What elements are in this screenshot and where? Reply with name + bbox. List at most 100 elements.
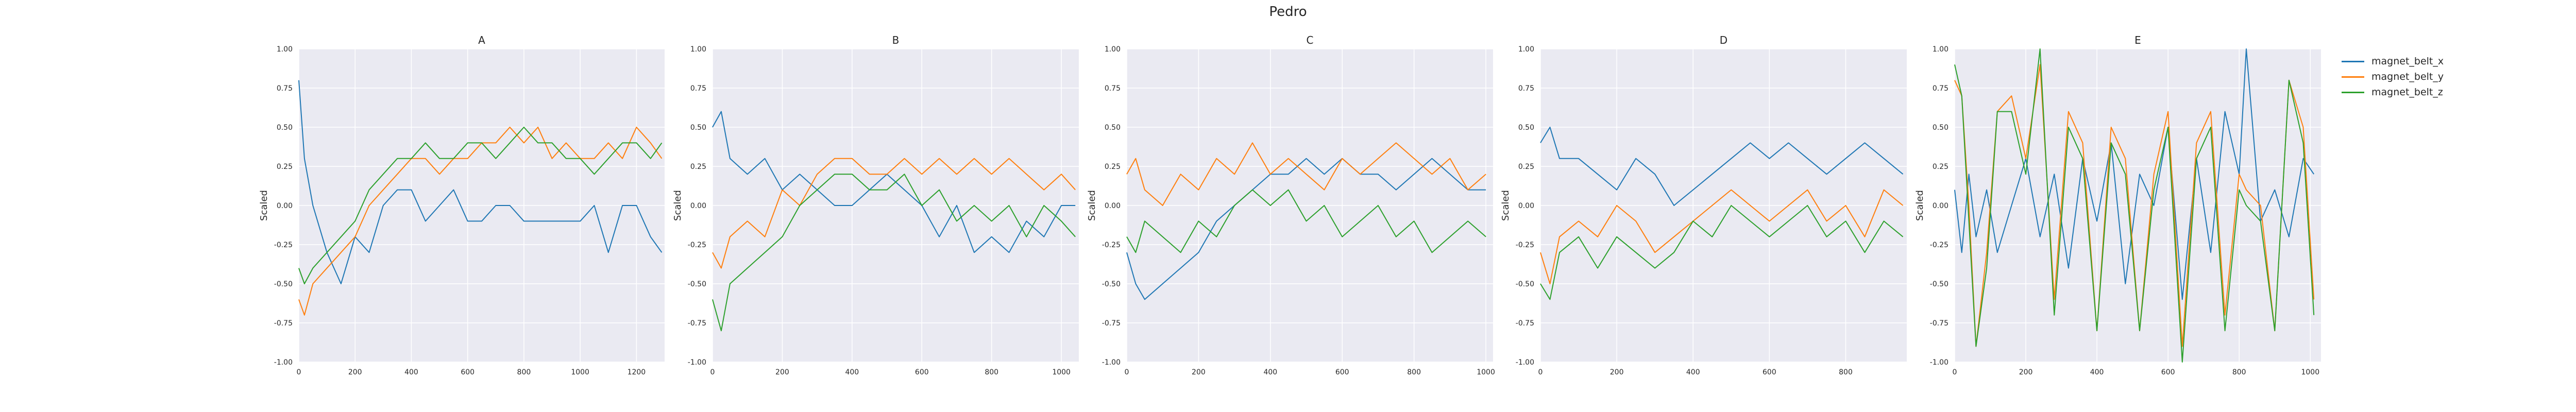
series-line-magnet_belt_z xyxy=(298,127,663,284)
figure-title: Pedro xyxy=(1269,4,1307,20)
y-tick-label: 0.25 xyxy=(690,163,706,171)
legend-swatch-x xyxy=(2342,60,2364,62)
x-tick-label: 1000 xyxy=(1052,368,1071,376)
y-tick-label: 0.25 xyxy=(1518,163,1534,171)
x-tick-label: 400 xyxy=(845,368,859,376)
y-tick-label: -0.75 xyxy=(1102,319,1121,328)
y-axis-label: Scaled xyxy=(1914,190,1925,221)
legend-swatch-z xyxy=(2342,91,2364,93)
subplot-d: -1.00 -0.75 -0.50 -0.25 0.00 0.25 0.50 0.75 1.00… xyxy=(1500,34,1907,376)
y-tick-label: 0.50 xyxy=(1518,124,1534,132)
x-tick-label: 200 xyxy=(2019,368,2033,376)
y-tick-label: 0.50 xyxy=(1933,124,1948,132)
legend-item-x: magnet_belt_x xyxy=(2342,54,2476,69)
x-tick-label: 800 xyxy=(2232,368,2246,376)
x-tick-label: 800 xyxy=(985,368,998,376)
y-tick-label: -0.75 xyxy=(688,319,706,328)
y-tick-label: -0.50 xyxy=(1516,280,1534,288)
y-tick-label: -1.00 xyxy=(688,358,706,367)
y-tick-label: -0.75 xyxy=(1516,319,1534,328)
y-tick-label: -0.50 xyxy=(1930,280,1948,288)
subplot-a: -1.00 -0.75 -0.50 -0.25 0.00 0.25 0.50 0.75 1.00… xyxy=(259,34,665,376)
series-line-magnet_belt_y xyxy=(1126,142,1486,206)
series-line-magnet_belt_y xyxy=(1540,189,1904,284)
y-tick-label: -0.75 xyxy=(1930,319,1948,328)
x-tick-label: 1000 xyxy=(1477,368,1495,376)
x-tick-label: 0 xyxy=(710,368,715,376)
x-tick-label: 1000 xyxy=(2301,368,2319,376)
series-line-magnet_belt_x xyxy=(1540,127,1904,206)
y-axis-label: Scaled xyxy=(259,190,269,221)
legend-item-y: magnet_belt_y xyxy=(2342,69,2476,84)
y-axis-label: Scaled xyxy=(1500,190,1511,221)
y-tick-label: 0.25 xyxy=(1933,163,1948,171)
y-tick-label: -0.50 xyxy=(274,280,293,288)
x-tick-label: 200 xyxy=(1610,368,1624,376)
x-tick-label: 400 xyxy=(1263,368,1277,376)
x-tick-label: 200 xyxy=(348,368,362,376)
series-line-magnet_belt_x xyxy=(1954,48,2315,300)
x-tick-label: 600 xyxy=(1762,368,1776,376)
y-tick-label: 0.00 xyxy=(690,202,706,210)
x-tick-label: 800 xyxy=(517,368,531,376)
x-tick-label: 600 xyxy=(2161,368,2175,376)
subplot-c: -1.00 -0.75 -0.50 -0.25 0.00 0.25 0.50 0.75 1.00… xyxy=(1087,34,1495,376)
y-tick-label: 1.00 xyxy=(1105,45,1121,54)
y-tick-label: -0.25 xyxy=(1102,241,1121,249)
y-tick-label: 0.50 xyxy=(277,124,293,132)
y-tick-label: 0.00 xyxy=(1105,202,1121,210)
y-tick-label: 0.75 xyxy=(690,84,706,93)
y-tick-label: -1.00 xyxy=(1102,358,1121,367)
series-line-magnet_belt_z xyxy=(1540,205,1904,300)
y-tick-label: -0.25 xyxy=(1930,241,1948,249)
y-tick-label: 1.00 xyxy=(277,45,293,54)
series-line-magnet_belt_y xyxy=(712,158,1076,269)
chart-legend: magnet_belt_x magnet_belt_y magnet_belt_… xyxy=(2342,54,2476,100)
subplot-title: D xyxy=(1720,34,1727,46)
series-line-magnet_belt_z xyxy=(712,174,1076,332)
x-tick-label: 200 xyxy=(775,368,789,376)
x-tick-label: 600 xyxy=(915,368,929,376)
x-tick-label: 600 xyxy=(1335,368,1349,376)
series-line-magnet_belt_x xyxy=(298,80,663,284)
y-axis-label: Scaled xyxy=(672,190,683,221)
x-tick-label: 1200 xyxy=(628,368,646,376)
y-axis-label: Scaled xyxy=(1087,190,1097,221)
y-tick-label: -0.50 xyxy=(688,280,706,288)
x-tick-label: 200 xyxy=(1192,368,1206,376)
subplot-e: -1.00 -0.75 -0.50 -0.25 0.00 0.25 0.50 0.75 1.00… xyxy=(1914,34,2321,376)
subplot-title: E xyxy=(2134,34,2141,46)
y-tick-label: 1.00 xyxy=(1518,45,1534,54)
x-tick-label: 400 xyxy=(1686,368,1700,376)
subplot-title: B xyxy=(892,34,900,46)
x-tick-label: 800 xyxy=(1839,368,1853,376)
y-tick-label: 0.75 xyxy=(1518,84,1534,93)
legend-label: magnet_belt_x xyxy=(2371,56,2444,67)
y-tick-label: -0.50 xyxy=(1102,280,1121,288)
x-tick-label: 0 xyxy=(1953,368,1957,376)
legend-label: magnet_belt_y xyxy=(2371,71,2444,82)
x-tick-label: 0 xyxy=(297,368,301,376)
subplot-b: -1.00 -0.75 -0.50 -0.25 0.00 0.25 0.50 0.75 1.00… xyxy=(672,34,1079,376)
y-tick-label: 1.00 xyxy=(1933,45,1948,54)
y-tick-label: 0.50 xyxy=(1105,124,1121,132)
y-tick-label: 0.00 xyxy=(277,202,293,210)
subplot-title: A xyxy=(478,34,485,46)
y-tick-label: -1.00 xyxy=(1516,358,1534,367)
y-tick-label: 0.75 xyxy=(277,84,293,93)
y-tick-label: 0.00 xyxy=(1933,202,1948,210)
y-tick-label: 0.25 xyxy=(1105,163,1121,171)
y-tick-label: -0.25 xyxy=(1516,241,1534,249)
y-tick-label: 0.00 xyxy=(1518,202,1534,210)
y-tick-label: 0.50 xyxy=(690,124,706,132)
y-tick-label: -1.00 xyxy=(274,358,293,367)
x-tick-label: 800 xyxy=(1407,368,1421,376)
x-tick-label: 600 xyxy=(461,368,474,376)
legend-label: magnet_belt_z xyxy=(2371,87,2443,98)
y-tick-label: -0.25 xyxy=(274,241,293,249)
y-tick-label: -0.75 xyxy=(274,319,293,328)
y-tick-label: -0.25 xyxy=(688,241,706,249)
x-tick-label: 400 xyxy=(2090,368,2104,376)
x-tick-label: 1000 xyxy=(571,368,589,376)
